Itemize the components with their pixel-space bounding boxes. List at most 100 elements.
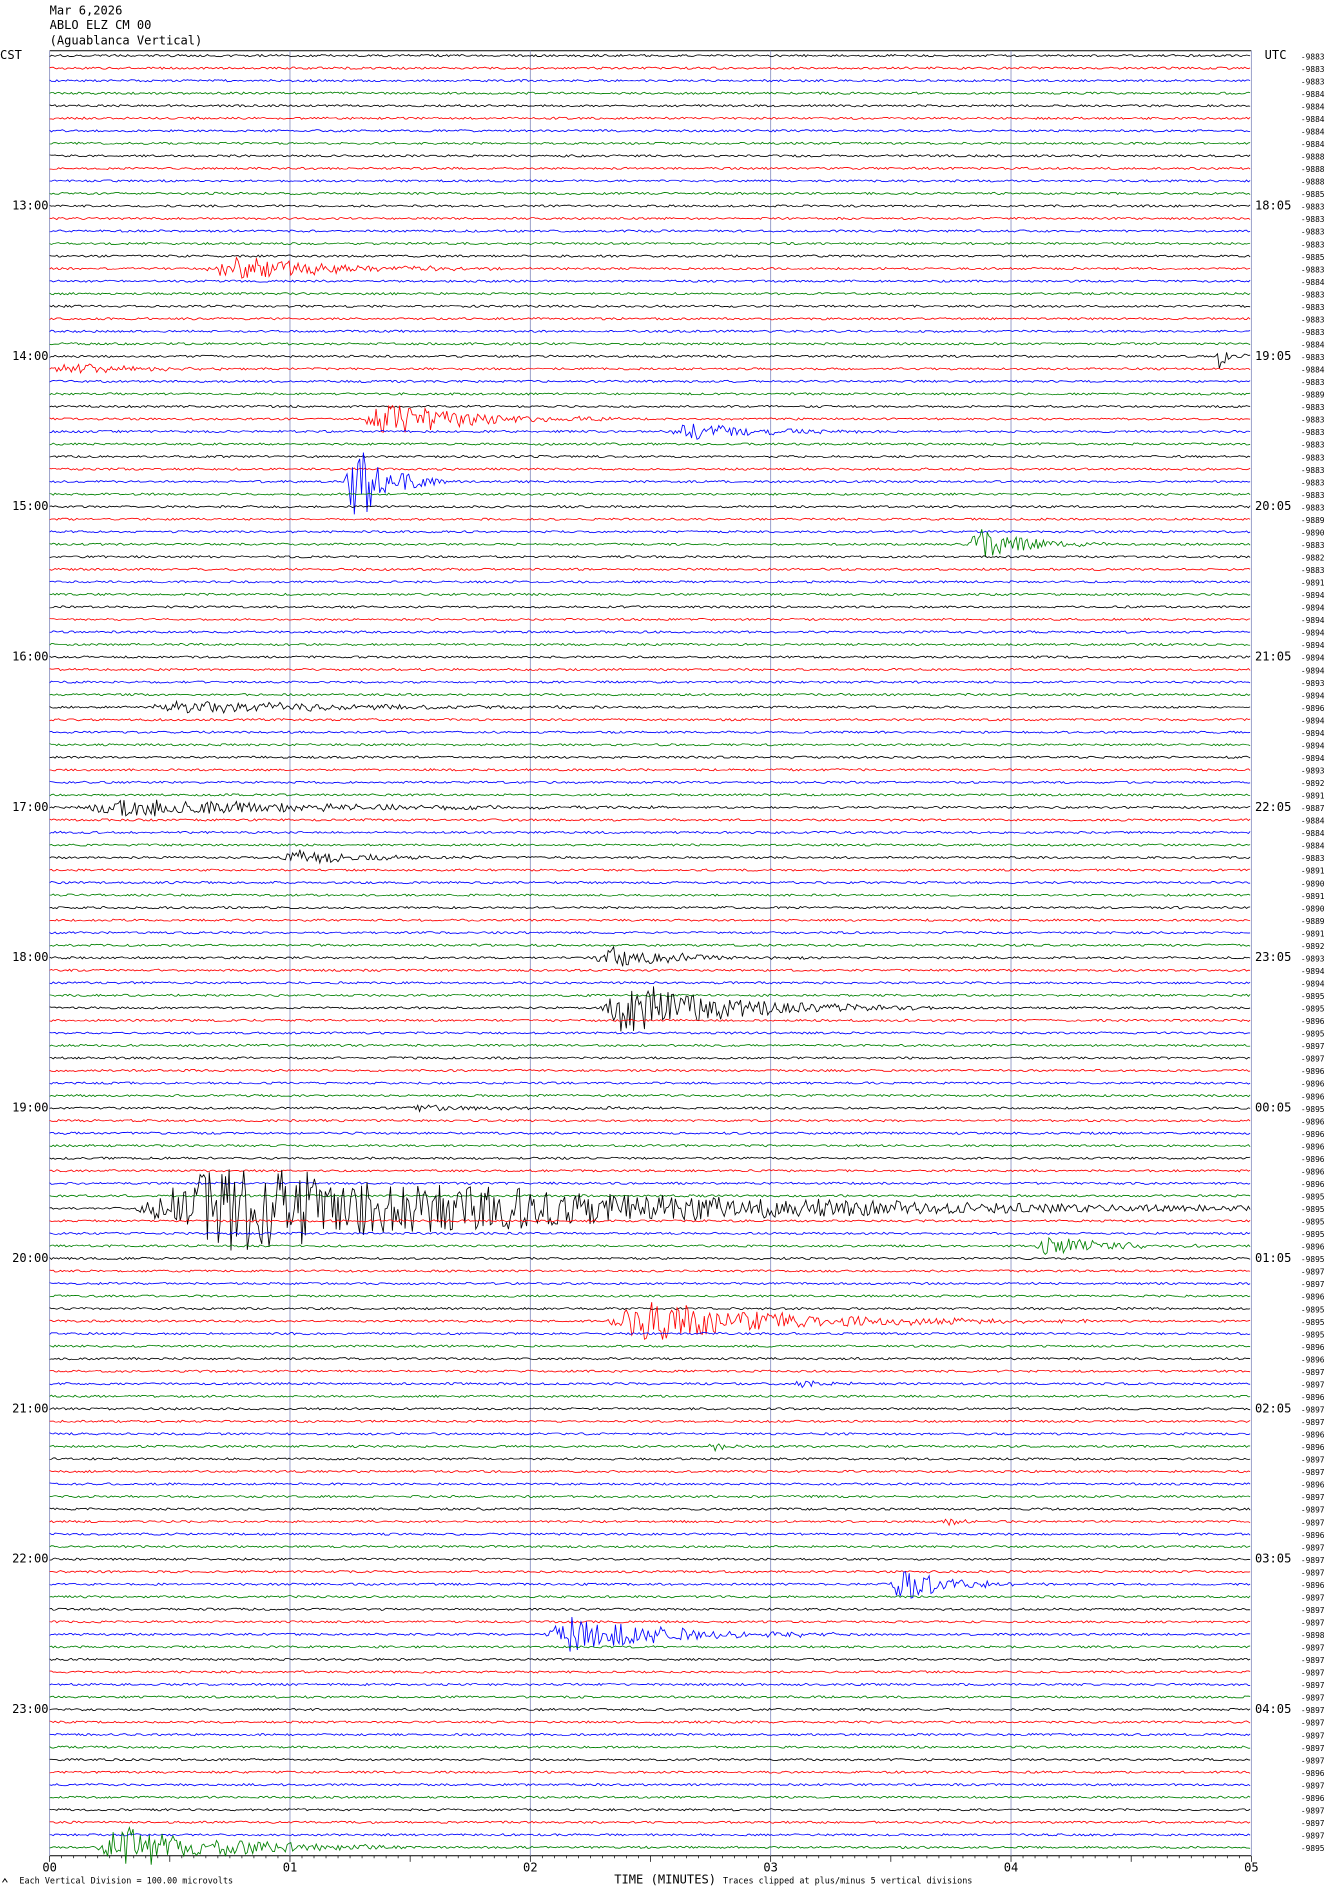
trace [49, 1231, 1251, 1236]
trace [49, 141, 1251, 145]
row-offset: -9896 [1301, 1293, 1325, 1302]
row-offset: -9893 [1301, 679, 1325, 688]
row-offset: -9897 [1301, 1593, 1325, 1602]
row-offset: -9883 [1301, 315, 1325, 324]
trace [49, 1419, 1251, 1423]
row-offset: -9883 [1301, 378, 1325, 387]
trace [49, 868, 1251, 872]
left-time: 14:00 [12, 349, 48, 363]
trace [49, 1356, 1251, 1361]
row-offset: -9895 [1301, 1193, 1325, 1202]
trace [49, 1031, 1251, 1035]
trace [49, 529, 1251, 558]
row-offset: -9883 [1301, 240, 1325, 249]
row-offset: -9895 [1301, 1230, 1325, 1239]
left-time: 19:00 [12, 1101, 48, 1115]
trace [49, 1795, 1251, 1799]
row-offset: -9884 [1301, 90, 1325, 99]
row-offset: -9894 [1301, 629, 1325, 638]
trace [49, 931, 1251, 935]
trace [49, 1294, 1251, 1298]
row-offset: -9894 [1301, 754, 1325, 763]
trace [49, 1620, 1251, 1624]
trace [49, 291, 1251, 296]
row-offset: -9884 [1301, 140, 1325, 149]
row-offset: -9896 [1301, 1067, 1325, 1076]
row-offset: -9890 [1301, 879, 1325, 888]
right-time: 02:05 [1255, 1401, 1291, 1415]
row-offset: -9883 [1301, 566, 1325, 575]
row-offset: -9897 [1301, 1280, 1325, 1289]
x-tick-label: 05 [1244, 1860, 1259, 1874]
trace [49, 843, 1251, 847]
trace [49, 66, 1251, 70]
row-offset: -9896 [1301, 1017, 1325, 1026]
trace [49, 617, 1251, 622]
trace [49, 1432, 1251, 1436]
trace [49, 241, 1251, 246]
row-offset: -9883 [1301, 77, 1325, 86]
trace [49, 1407, 1251, 1411]
row-offset: -9885 [1301, 190, 1325, 199]
left-time: 15:00 [12, 499, 48, 513]
trace [49, 630, 1251, 634]
row-offset: -9896 [1301, 1130, 1325, 1139]
right-time: 18:05 [1255, 198, 1291, 212]
row-offset: -9897 [1301, 1806, 1325, 1815]
right-time: 03:05 [1255, 1552, 1291, 1566]
left-time: 13:00 [12, 198, 48, 212]
row-offset: -9897 [1301, 1781, 1325, 1790]
trace [49, 1306, 1251, 1311]
trace [49, 1482, 1251, 1486]
trace [49, 1616, 1251, 1652]
row-offset: -9895 [1301, 1330, 1325, 1339]
row-offset: -9894 [1301, 729, 1325, 738]
x-tick-label: 04 [1004, 1860, 1019, 1874]
right-time: 21:05 [1255, 650, 1291, 664]
title-location: (Aguablanca Vertical) [50, 34, 203, 48]
trace [49, 1181, 1251, 1185]
left-time: 20:00 [12, 1251, 48, 1265]
trace [49, 1256, 1251, 1261]
row-offset: -9896 [1301, 1581, 1325, 1590]
row-offset: -9894 [1301, 604, 1325, 613]
trace [49, 718, 1251, 722]
trace [49, 256, 1251, 279]
trace [49, 699, 1251, 715]
row-offset: -9896 [1301, 704, 1325, 713]
row-offset: -9896 [1301, 1117, 1325, 1126]
row-offset: -9894 [1301, 666, 1325, 675]
row-offset: -9897 [1301, 1669, 1325, 1678]
trace [49, 1532, 1251, 1536]
trace [49, 780, 1251, 784]
left-time: 23:00 [12, 1702, 48, 1716]
row-offset: -9896 [1301, 1769, 1325, 1778]
trace [49, 1469, 1251, 1474]
trace [49, 1104, 1251, 1113]
trace [49, 517, 1251, 521]
right-time: 19:05 [1255, 349, 1291, 363]
title-date: Mar 6,2026 [50, 3, 123, 17]
row-offset: -9895 [1301, 1305, 1325, 1314]
row-offset: -9883 [1301, 203, 1325, 212]
trace [49, 53, 1251, 58]
row-offset: -9897 [1301, 1518, 1325, 1527]
row-offset: -9889 [1301, 391, 1325, 400]
right-time: 22:05 [1255, 800, 1291, 814]
row-offset: -9896 [1301, 1142, 1325, 1151]
left-time: 21:00 [12, 1401, 48, 1415]
trace [49, 352, 1251, 369]
trace [49, 316, 1251, 321]
trace [49, 880, 1251, 885]
row-offset: -9888 [1301, 165, 1325, 174]
row-offset: -9898 [1301, 1631, 1325, 1640]
trace [49, 1131, 1251, 1135]
trace [49, 530, 1251, 534]
left-time: 17:00 [12, 800, 48, 814]
trace [49, 743, 1251, 747]
trace [49, 1544, 1251, 1549]
trace [49, 1571, 1251, 1599]
trace [49, 1093, 1251, 1098]
row-offset: -9893 [1301, 954, 1325, 963]
